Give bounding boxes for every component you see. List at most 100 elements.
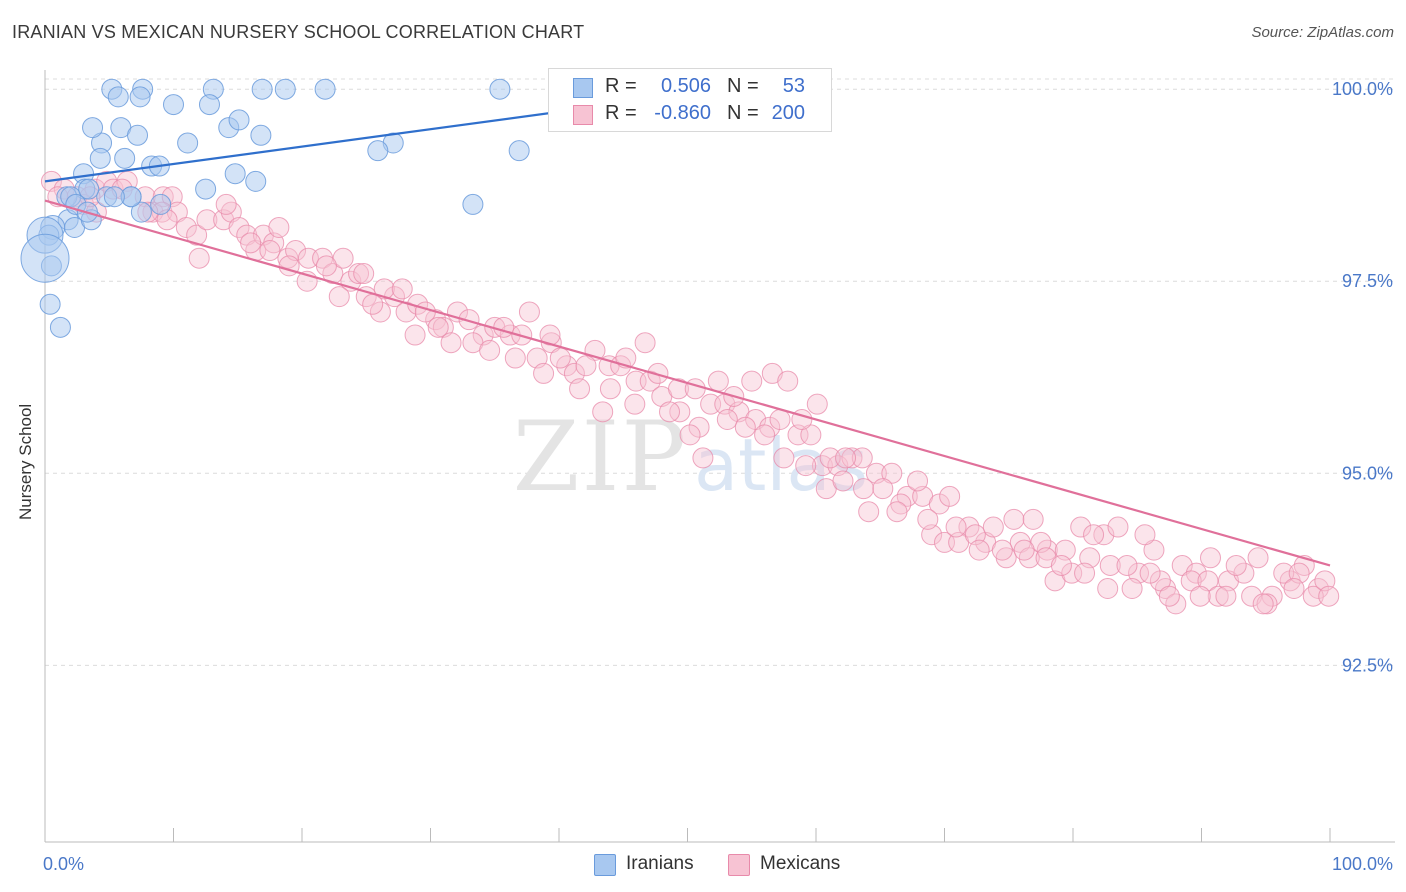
mexican-point bbox=[777, 370, 799, 392]
mexican-point bbox=[504, 347, 526, 369]
mexican-point bbox=[196, 209, 218, 231]
mexican-point bbox=[479, 339, 501, 361]
x-tick-label: 0.0% bbox=[43, 854, 84, 874]
mexican-point bbox=[1207, 585, 1229, 607]
series-legend: Iranians Mexicans bbox=[0, 853, 1406, 877]
mexican-point bbox=[1107, 516, 1129, 538]
iranian-point bbox=[103, 186, 125, 208]
mexican-point bbox=[188, 247, 210, 269]
iranian-point bbox=[49, 316, 71, 338]
mexican-point bbox=[811, 455, 833, 477]
x-tick-label: 100.0% bbox=[1332, 854, 1393, 874]
stats-legend: R = 0.506 N = 53 R = -0.860 N = 200 bbox=[548, 68, 832, 132]
mexican-point bbox=[353, 263, 375, 285]
iranian-point bbox=[20, 233, 70, 283]
mexican-point bbox=[1273, 562, 1295, 584]
iranian-point bbox=[314, 78, 336, 100]
mexican-point bbox=[1247, 547, 1269, 569]
iranian-point bbox=[114, 147, 136, 169]
mexican-point bbox=[1035, 547, 1057, 569]
mexican-point bbox=[277, 247, 299, 269]
mexican-point bbox=[404, 324, 426, 346]
mexican-point bbox=[458, 309, 480, 331]
mexican-point bbox=[639, 370, 661, 392]
mexican-point bbox=[939, 485, 961, 507]
mexican-point bbox=[968, 539, 990, 561]
iranian-point bbox=[89, 147, 111, 169]
mexican-point bbox=[716, 409, 738, 431]
iranian-point bbox=[150, 193, 172, 215]
mexican-point bbox=[1003, 508, 1025, 530]
mexican-point bbox=[688, 416, 710, 438]
legend-r-label: R = bbox=[605, 75, 637, 97]
mexican-point bbox=[432, 316, 454, 338]
mexican-point bbox=[1050, 554, 1072, 576]
mexican-point bbox=[647, 362, 669, 384]
mexican-point bbox=[315, 255, 337, 277]
mexican-point bbox=[886, 501, 908, 523]
iranian-point bbox=[251, 78, 273, 100]
legend-swatch-mexicans bbox=[573, 105, 593, 125]
mexican-point bbox=[795, 455, 817, 477]
legend-n-label: N = bbox=[727, 75, 759, 97]
mexican-point bbox=[369, 301, 391, 323]
mexican-point bbox=[395, 301, 417, 323]
mexican-point bbox=[1099, 554, 1121, 576]
mexican-point bbox=[858, 501, 880, 523]
mexican-point bbox=[1013, 539, 1035, 561]
mexican-point bbox=[213, 209, 235, 231]
mexican-point bbox=[659, 401, 681, 423]
iranian-point bbox=[78, 178, 100, 200]
mexican-point bbox=[806, 393, 828, 415]
mexican-point bbox=[1116, 554, 1138, 576]
mexicans-points bbox=[40, 170, 1340, 615]
mexican-point bbox=[240, 232, 262, 254]
mexican-point bbox=[1134, 524, 1156, 546]
iranians-points bbox=[20, 78, 728, 338]
mexican-point bbox=[328, 286, 350, 308]
chart-title: IRANIAN VS MEXICAN NURSERY SCHOOL CORREL… bbox=[12, 22, 585, 42]
mexican-point bbox=[518, 301, 540, 323]
mexican-point bbox=[872, 478, 894, 500]
mexican-point bbox=[982, 516, 1004, 538]
mexican-point bbox=[362, 293, 384, 315]
mexican-point bbox=[679, 424, 701, 446]
legend-label-mexicans: Mexicans bbox=[760, 853, 841, 874]
mexican-point bbox=[1189, 585, 1211, 607]
mexican-point bbox=[945, 516, 967, 538]
iranian-point bbox=[489, 78, 511, 100]
iranian-point bbox=[224, 163, 246, 185]
mexican-point bbox=[773, 447, 795, 469]
mexican-point bbox=[624, 393, 646, 415]
mexican-point bbox=[427, 316, 449, 338]
legend-swatch-mexicans bbox=[728, 854, 750, 876]
mexican-point bbox=[1097, 578, 1119, 600]
mexican-point bbox=[373, 278, 395, 300]
mexican-point bbox=[592, 401, 614, 423]
iranian-point bbox=[198, 94, 220, 116]
mexican-point bbox=[1252, 593, 1274, 615]
iranian-point bbox=[163, 94, 184, 116]
mexican-point bbox=[853, 478, 875, 500]
mexican-point bbox=[917, 508, 939, 530]
mexican-point bbox=[754, 424, 776, 446]
mexican-point bbox=[575, 355, 597, 377]
mexican-point bbox=[1241, 585, 1263, 607]
legend-r-value: -0.860 bbox=[654, 102, 711, 124]
mexican-point bbox=[741, 370, 763, 392]
chart-source: Source: ZipAtlas.com bbox=[1251, 24, 1394, 41]
mexican-point bbox=[533, 362, 555, 384]
watermark-zip: ZIP bbox=[513, 401, 688, 513]
iranian-point bbox=[195, 178, 217, 200]
mexican-point bbox=[734, 416, 756, 438]
iranian-point bbox=[245, 170, 267, 192]
legend-n-value: 200 bbox=[771, 102, 805, 124]
mexican-point bbox=[819, 447, 841, 469]
mexican-point bbox=[851, 447, 873, 469]
y-tick-label: 97.5% bbox=[1342, 271, 1393, 291]
iranian-point bbox=[462, 193, 484, 215]
mexican-point bbox=[440, 332, 462, 354]
mexican-point bbox=[569, 378, 591, 400]
watermark: ZIP atlas bbox=[513, 401, 868, 513]
